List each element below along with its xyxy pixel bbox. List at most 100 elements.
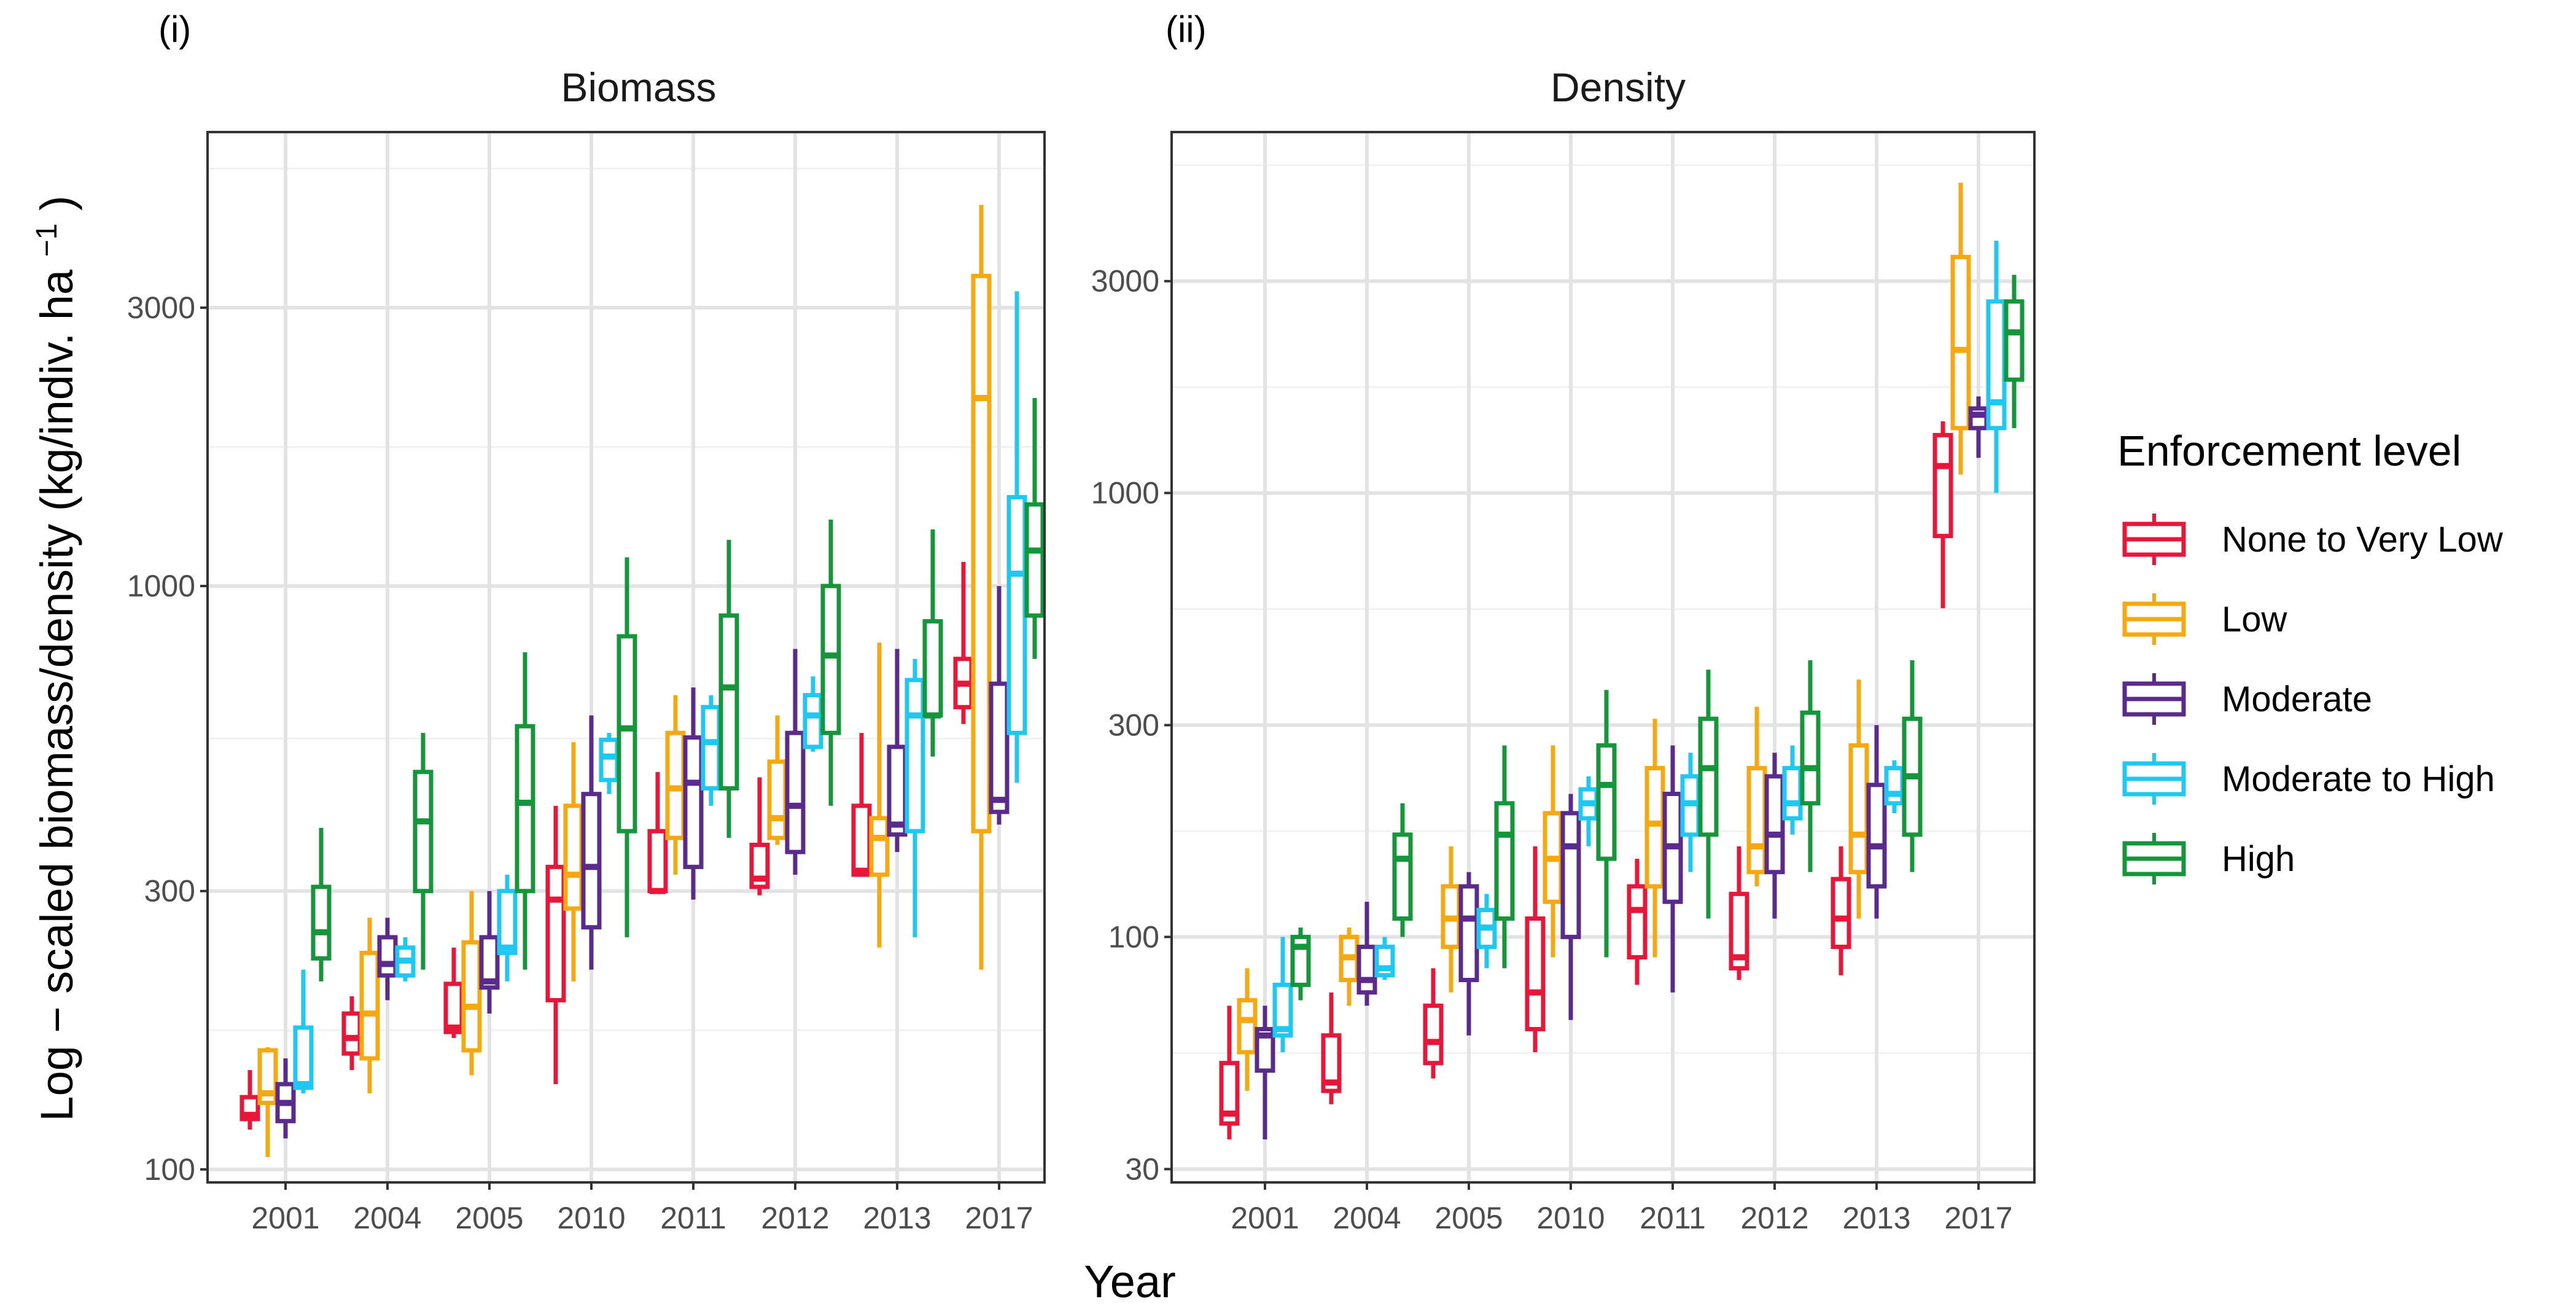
box-none-to-very-low-2011 — [1627, 859, 1648, 985]
x-tick-label: 2017 — [1944, 1201, 2012, 1235]
y-tick-label: 300 — [1108, 708, 1159, 743]
box-iqr — [311, 884, 332, 961]
box-high-2010 — [617, 557, 637, 937]
box-low-2005 — [1441, 846, 1461, 993]
box-iqr — [497, 889, 518, 955]
box-iqr — [515, 724, 535, 894]
box-high-2010 — [1596, 690, 1617, 958]
box-iqr — [1237, 998, 1258, 1055]
legend-entry-low: Low — [2122, 593, 2288, 645]
legend-title: Enforcement level — [2117, 427, 2461, 475]
box-iqr — [905, 677, 925, 834]
box-iqr — [1006, 494, 1027, 735]
box-iqr — [1627, 884, 1648, 959]
box-moderate-to-high-2005 — [1476, 894, 1497, 969]
x-tick-label: 2004 — [1333, 1201, 1401, 1235]
x-axis-title: Year — [1084, 1256, 1176, 1307]
box-moderate-to-high-2001 — [1272, 937, 1293, 1053]
box-none-to-very-low-2010 — [1525, 846, 1546, 1053]
box-iqr — [683, 735, 704, 869]
box-iqr — [1932, 432, 1953, 539]
box-moderate-2001 — [275, 1058, 296, 1139]
box-moderate-2012 — [785, 649, 806, 875]
legend-label: High — [2222, 839, 2295, 879]
box-none-to-very-low-2001 — [1219, 1005, 1240, 1139]
box-iqr — [599, 737, 620, 783]
y-tick-label: 1000 — [1091, 476, 1159, 510]
box-iqr — [718, 613, 739, 791]
legend-label: Moderate to High — [2222, 759, 2495, 799]
box-high-2012 — [1800, 660, 1821, 872]
box-low-2013 — [869, 642, 890, 948]
box-iqr — [1764, 774, 1785, 875]
panel-title-biomass: Biomass — [561, 64, 716, 110]
y-ticks-density: 30 100 300 1000 3000 — [1091, 264, 1172, 1186]
box-moderate-2017 — [989, 586, 1010, 825]
box-moderate-2005 — [479, 891, 500, 1014]
legend-items: None to Very Low Low Moderate Moderate to H… — [2122, 513, 2504, 884]
x-tick-label: 2005 — [1434, 1201, 1503, 1235]
box-iqr — [989, 681, 1010, 814]
box-high-2005 — [515, 652, 535, 970]
legend-label: Moderate — [2222, 679, 2372, 719]
box-iqr — [1866, 783, 1887, 889]
y-tick-label: 30 — [1125, 1152, 1159, 1186]
x-tick-label: 2013 — [863, 1201, 931, 1235]
box-high-2001 — [311, 827, 332, 982]
box-moderate-2001 — [1255, 1005, 1275, 1139]
x-tick-label: 2004 — [353, 1201, 421, 1235]
legend-entry-moderate-to-high: Moderate to High — [2122, 753, 2495, 805]
box-high-2013 — [922, 529, 943, 757]
box-iqr — [1644, 766, 1665, 889]
box-moderate-2011 — [683, 687, 704, 900]
box-iqr — [1494, 801, 1515, 921]
box-high-2004 — [1392, 803, 1413, 937]
box-moderate-2004 — [377, 918, 398, 1001]
box-iqr — [1698, 716, 1719, 837]
x-tick-label: 2005 — [455, 1201, 523, 1235]
y-tick-label: 100 — [144, 1152, 195, 1187]
box-iqr — [341, 1011, 362, 1056]
boxes-density — [1219, 182, 2025, 1139]
box-high-2012 — [820, 519, 841, 806]
box-low-2004 — [359, 918, 380, 1094]
y-tick-label: 100 — [1108, 920, 1159, 954]
box-iqr — [581, 792, 602, 930]
box-moderate-to-high-2004 — [395, 937, 416, 982]
x-tick-label: 2013 — [1842, 1201, 1910, 1235]
box-iqr — [1596, 743, 1617, 861]
y-axis-title-close: ) — [31, 195, 82, 211]
box-iqr — [701, 705, 722, 791]
box-none-to-very-low-2017 — [1932, 421, 1953, 609]
box-iqr — [1560, 811, 1581, 939]
box-moderate-to-high-2004 — [1374, 937, 1395, 980]
box-iqr — [1392, 832, 1413, 921]
legend-label: Low — [2222, 599, 2288, 639]
box-iqr — [647, 829, 668, 894]
box-high-2005 — [1494, 745, 1515, 969]
y-axis-title: Log − scaled biomass/density (kg/indiv. … — [31, 195, 83, 1121]
box-moderate-2010 — [1560, 794, 1581, 1020]
box-iqr — [1884, 766, 1905, 806]
box-none-to-very-low-2001 — [239, 1070, 260, 1130]
box-none-to-very-low-2005 — [443, 947, 464, 1038]
box-moderate-2017 — [1968, 396, 1989, 458]
box-moderate-to-high-2010 — [599, 733, 620, 794]
grid-biomass — [208, 132, 1045, 1182]
box-moderate-to-high-2012 — [803, 676, 823, 752]
y-axis-title-main: Log − scaled biomass/density (kg/indiv. … — [31, 269, 82, 1122]
box-iqr — [1423, 1003, 1444, 1066]
box-high-2017 — [1024, 398, 1045, 659]
panel-title-density: Density — [1551, 64, 1686, 110]
panel-tag-i: (i) — [158, 9, 191, 50]
box-moderate-to-high-2011 — [1680, 752, 1701, 872]
box-none-to-very-low-2011 — [647, 771, 668, 894]
boxes-biomass — [239, 205, 1045, 1157]
box-iqr — [887, 744, 908, 837]
y-ticks-biomass: 100 300 1000 3000 — [127, 291, 208, 1187]
plot-border-biomass — [206, 131, 1046, 1184]
box-iqr — [803, 693, 823, 749]
